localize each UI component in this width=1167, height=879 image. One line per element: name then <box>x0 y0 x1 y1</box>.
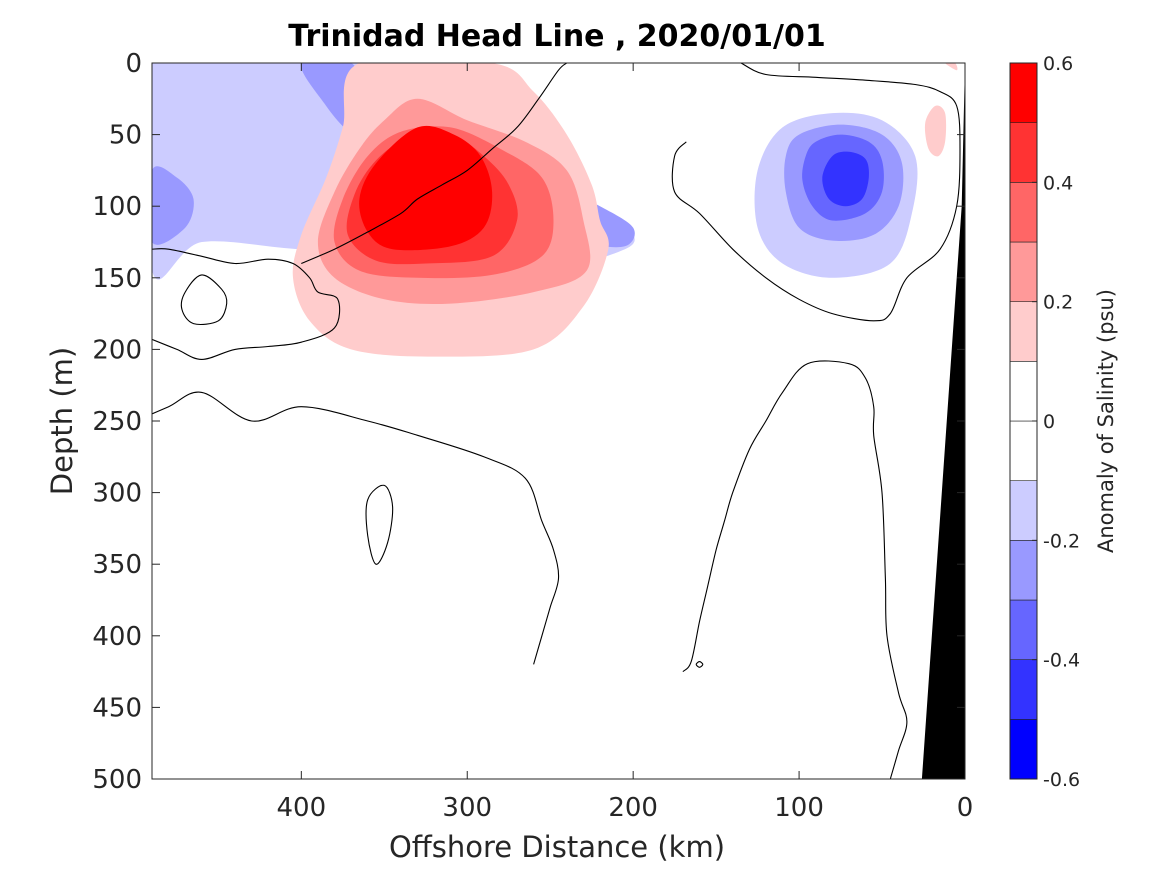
y-tick-label: 350 <box>92 550 142 580</box>
x-tick-label: 0 <box>957 793 974 823</box>
zero-contour-deep-lobe <box>682 360 908 779</box>
chart-title: Trinidad Head Line , 2020/01/01 <box>288 19 825 54</box>
contour-region-positive-nearshore-0.1 <box>945 63 958 71</box>
zero-contour-offshore-blob <box>180 274 228 325</box>
y-tick-label: 100 <box>92 192 142 222</box>
colorbar-tick-label: 0.2 <box>1043 292 1073 314</box>
colorbar-swatch <box>1009 182 1038 243</box>
plot-area: 400 300 200 100 0 0 50 100 150 200 250 300 350 400 45… <box>92 49 974 823</box>
y-tick-label: 250 <box>92 407 142 437</box>
colorbar-tick-label: -0.2 <box>1043 530 1080 552</box>
x-tick-label: 400 <box>277 793 327 823</box>
colorbar-title: Anomaly of Salinity (psu) <box>1094 289 1118 553</box>
x-tick-label: 200 <box>608 793 658 823</box>
y-tick-label: 400 <box>92 622 142 652</box>
colorbar-swatch <box>1009 420 1038 481</box>
y-tick-label: 450 <box>92 693 142 723</box>
zero-contour-small-blob <box>365 484 394 565</box>
colorbar-tick-label: 0 <box>1043 411 1055 433</box>
y-tick-label: 0 <box>125 49 142 79</box>
y-axis-ticks: 0 50 100 150 200 250 300 350 400 450 500 <box>92 49 965 795</box>
y-tick-label: 150 <box>92 264 142 294</box>
x-axis-title: Offshore Distance (km) <box>389 830 725 864</box>
contour-line-layer <box>152 63 961 779</box>
x-tick-label: 100 <box>774 793 824 823</box>
colorbar-swatch <box>1009 241 1038 302</box>
contour-region-negative-nearshore-0.5 <box>822 151 869 207</box>
colorbar-tick-label: -0.6 <box>1043 769 1080 791</box>
colorbar: -0.6 -0.4 -0.2 0 0.2 0.4 0.6 Anomaly of Salini… <box>1009 53 1118 791</box>
colorbar-swatch <box>1009 62 1038 123</box>
y-tick-label: 200 <box>92 335 142 365</box>
colorbar-tick-label: 0.4 <box>1043 172 1073 194</box>
contour-region-shelf-bottom <box>921 63 965 779</box>
contour-region-positive-nearshore-small <box>924 105 947 157</box>
zero-contour-mid-deep <box>152 391 560 665</box>
colorbar-swatch <box>1009 480 1038 541</box>
zero-contour-nearshore <box>671 63 961 322</box>
colorbar-tick-label: 0.6 <box>1043 53 1073 75</box>
colorbar-swatch <box>1009 599 1038 660</box>
x-axis-ticks: 400 300 200 100 0 <box>277 63 974 823</box>
zero-contour-offshore <box>152 248 341 360</box>
contour-region-negative-west-core <box>152 166 194 245</box>
colorbar-tick-label: -0.4 <box>1043 650 1080 672</box>
colorbar-swatch <box>1009 719 1038 780</box>
y-axis-title: Depth (m) <box>45 347 79 495</box>
y-tick-label: 300 <box>92 479 142 509</box>
y-tick-label: 50 <box>109 121 142 151</box>
contour-fill-layer <box>152 63 965 779</box>
colorbar-swatch <box>1009 540 1038 601</box>
colorbar-swatch <box>1009 301 1038 362</box>
colorbar-swatch <box>1009 122 1038 183</box>
y-tick-label: 500 <box>92 765 142 795</box>
colorbar-swatch <box>1009 361 1038 422</box>
x-tick-label: 300 <box>442 793 492 823</box>
colorbar-swatch <box>1009 659 1038 720</box>
colorbar-ticks: -0.6 -0.4 -0.2 0 0.2 0.4 0.6 <box>1032 53 1080 791</box>
zero-contour-tiny <box>695 661 704 668</box>
zero-contour-front <box>301 63 568 265</box>
contour-region-positive-offshore-0.5 <box>359 125 493 251</box>
